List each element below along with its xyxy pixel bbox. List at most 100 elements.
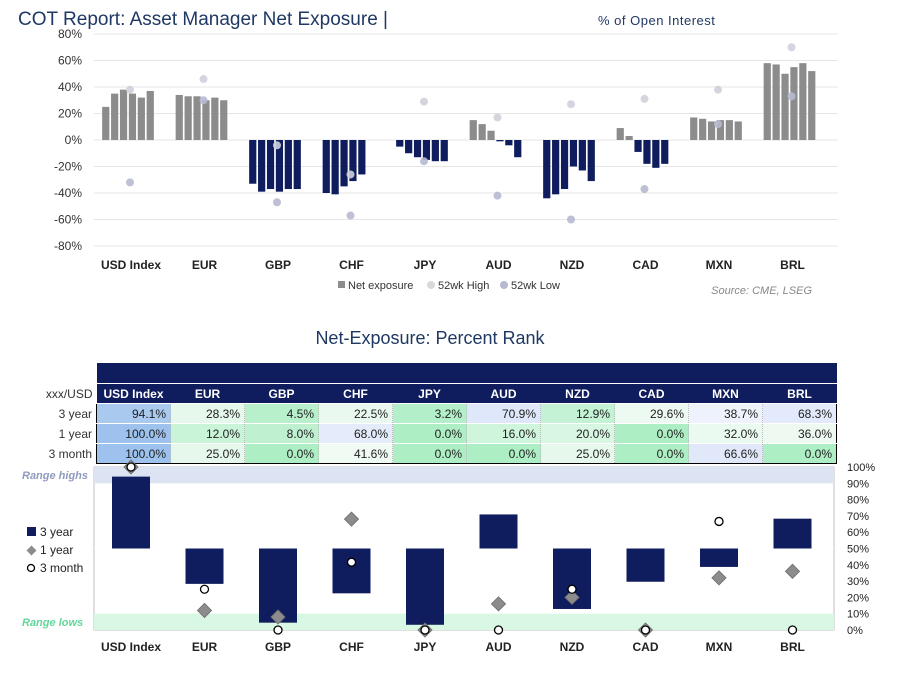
rank-y-tick-label: 100% (847, 462, 875, 474)
source-note: Source: CME, LSEG (711, 285, 812, 297)
net-exposure-bar (661, 140, 669, 164)
category-label-chf: CHF (339, 258, 364, 272)
net-exposure-bar (569, 140, 578, 167)
rank-y-tick-label: 50% (847, 544, 869, 556)
net-exposure-bar (258, 140, 266, 192)
table-cell: 4.5% (244, 403, 319, 424)
net-exposure-bar (249, 140, 257, 184)
3-year-rank-bar (773, 518, 812, 549)
net-exposure-bar (349, 140, 357, 182)
table-band-cell (318, 363, 393, 384)
3-month-rank-marker (714, 516, 724, 527)
table-cell: 32.0% (688, 423, 763, 444)
column-header-mxn: MXN (688, 383, 763, 404)
column-header-usd-index: USD Index (96, 383, 171, 404)
rank-y-tick-label: 10% (847, 609, 869, 621)
net-exposure-bar (587, 140, 595, 182)
net-exposure-bar (643, 140, 651, 164)
table-cell: 100.0% (96, 423, 171, 444)
52wk-low-marker (493, 191, 502, 200)
net-exposure-bar (625, 136, 633, 140)
3-year-rank-bar (112, 476, 150, 549)
table-cell: 22.5% (318, 403, 393, 424)
52wk-low-marker (567, 215, 575, 224)
top-chart-category-labels: USD Index EUR GBP CHF JPY AUD NZD CAD MXN BRL (101, 258, 805, 272)
52wk-low-marker (199, 96, 208, 105)
net-exposure-bar (440, 140, 448, 162)
net-exposure-bar (478, 124, 486, 140)
top-chart-legend: Net exposure 52wk High 52wk Low (338, 280, 560, 292)
net-exposure-bar (560, 140, 569, 190)
top-chart-bars (102, 63, 816, 199)
rank-chart-legend: 3 year 1 year 3 month (26, 525, 83, 575)
table-cell: 20.0% (540, 423, 615, 444)
top-chart-markers (126, 43, 796, 224)
1-year-rank-marker (564, 589, 580, 606)
legend-1year-label: 1 year (40, 543, 73, 557)
row-label: 1 year (58, 426, 92, 441)
net-exposure-bar (514, 140, 522, 158)
table-cell: 8.0% (244, 423, 319, 444)
table-cell: 25.0% (540, 443, 615, 464)
1-year-rank-marker (196, 602, 213, 619)
table-band-cell (244, 363, 319, 384)
table-cell: 3.2% (392, 403, 467, 424)
3-month-rank-marker (126, 462, 136, 472)
category-label-nzd: NZD (560, 258, 585, 272)
range-highs-label: Range highs (22, 470, 88, 482)
3-month-rank-marker (640, 625, 651, 635)
net-exposure-bar (808, 71, 816, 140)
net-exposure-bar (772, 64, 780, 140)
rank-chart: Range highs Range lows 100% 90% 80% 70% 60% 50… (22, 459, 875, 654)
top-chart-title: COT Report: Asset Manager Net Exposure | (18, 9, 388, 30)
rank-y-tick-label: 0% (847, 625, 863, 637)
rank-category-label-cad: CAD (633, 640, 659, 654)
net-exposure-bar (505, 140, 513, 146)
1-year-rank-marker (270, 609, 286, 625)
net-exposure-bar (422, 140, 431, 160)
net-exposure-bar (578, 140, 586, 171)
net-exposure-bar (790, 67, 798, 140)
52wk-high-marker (346, 170, 355, 179)
3-year-rank-bar (479, 514, 518, 549)
table-cell: 41.6% (318, 443, 393, 464)
table-row: 3 year 94.1% 28.3% 4.5% 22.5% 3.2% 70.9% 12.9% 2… (40, 403, 837, 424)
net-exposure-bar (322, 140, 330, 193)
category-label-gbp: GBP (265, 258, 291, 272)
rank-category-label-usd-index: USD Index (101, 640, 161, 654)
net-exposure-bar (405, 140, 413, 154)
net-exposure-bar (331, 140, 339, 195)
net-exposure-bar (119, 89, 128, 140)
net-exposure-bar (211, 97, 219, 140)
net-exposure-bar (275, 140, 284, 192)
rank-category-label-chf: CHF (339, 640, 364, 654)
top-chart: COT Report: Asset Manager Net Exposure |… (18, 9, 838, 297)
category-label-eur: EUR (192, 258, 218, 272)
column-header-gbp: GBP (244, 383, 319, 404)
3-month-rank-marker (199, 584, 210, 594)
net-exposure-bar (716, 120, 725, 140)
legend-high-label: 52wk High (438, 280, 489, 292)
table-cell: 70.9% (466, 403, 541, 424)
52wk-high-marker (273, 141, 281, 150)
rank-y-tick-label: 30% (847, 576, 869, 588)
table-cell: 25.0% (170, 443, 245, 464)
net-exposure-bar (358, 140, 366, 175)
table-corner-blank (40, 363, 97, 384)
y-tick-label: 80% (58, 27, 82, 41)
net-exposure-bar (266, 140, 275, 190)
category-label-brl: BRL (780, 258, 805, 272)
52wk-high-marker (126, 85, 134, 94)
range-highs-band (94, 467, 834, 484)
table-cell: 66.6% (688, 443, 763, 464)
column-header-cad: CAD (614, 383, 689, 404)
table-cell: 68.3% (762, 403, 837, 424)
net-exposure-bar (496, 140, 504, 142)
3-month-rank-marker (273, 625, 283, 635)
52wk-high-marker (420, 97, 428, 106)
net-exposure-bar (293, 140, 301, 190)
table-cell: 0.0% (392, 443, 467, 464)
legend-3year-swatch (27, 527, 36, 536)
52wk-high-marker (199, 75, 208, 84)
legend-3year-label: 3 year (40, 525, 73, 539)
